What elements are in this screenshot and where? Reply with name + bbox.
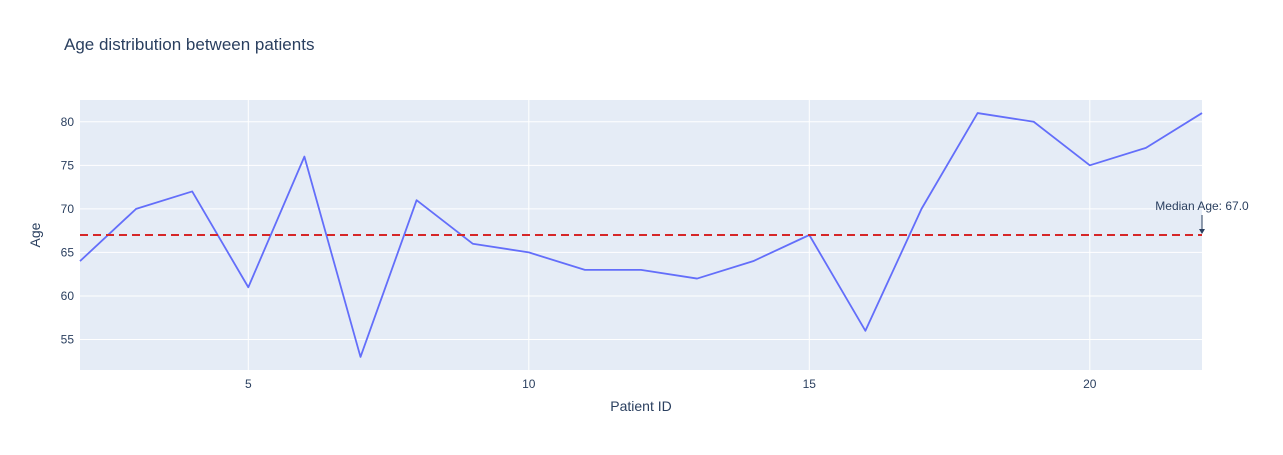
x-tick-label: 10 [522, 377, 536, 391]
y-tick-label: 70 [61, 202, 75, 216]
y-tick-label: 55 [61, 333, 75, 347]
x-tick-label: 5 [245, 377, 252, 391]
y-tick-label: 75 [61, 158, 75, 172]
y-tick-label: 60 [61, 289, 75, 303]
median-annotation-label: Median Age: 67.0 [1155, 199, 1249, 213]
x-axis-label: Patient ID [610, 398, 671, 414]
chart-title: Age distribution between patients [64, 35, 314, 54]
x-tick-label: 20 [1083, 377, 1097, 391]
x-tick-label: 15 [803, 377, 817, 391]
y-axis-label: Age [27, 222, 43, 247]
y-tick-label: 65 [61, 245, 75, 259]
y-tick-label: 80 [61, 115, 75, 129]
